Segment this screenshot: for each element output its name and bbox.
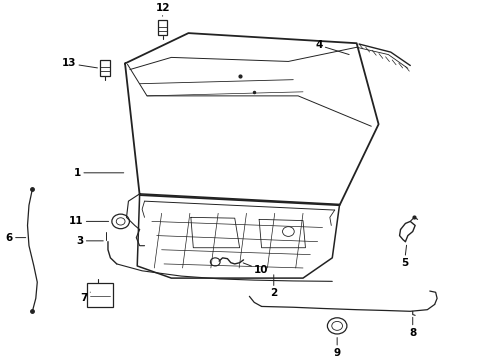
Text: 7: 7: [80, 292, 90, 303]
Text: 12: 12: [155, 3, 169, 16]
Text: 3: 3: [76, 236, 103, 246]
Text: 9: 9: [333, 338, 340, 358]
Text: 2: 2: [269, 275, 277, 298]
Bar: [87, 283, 113, 307]
Bar: [158, 20, 167, 35]
Text: 8: 8: [408, 317, 415, 338]
Text: 11: 11: [69, 216, 108, 226]
Bar: [100, 60, 110, 76]
Text: 13: 13: [61, 58, 97, 68]
Text: 6: 6: [6, 233, 26, 243]
Text: 1: 1: [74, 168, 123, 178]
Text: 4: 4: [315, 40, 348, 55]
Text: 5: 5: [400, 245, 407, 268]
Text: 10: 10: [243, 263, 268, 275]
